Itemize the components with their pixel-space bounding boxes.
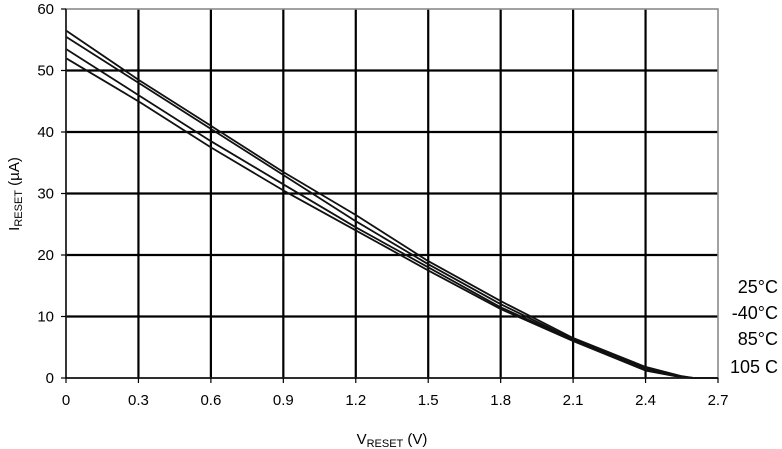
series-line-4 [65,57,718,379]
series-label-85c: 85°C [738,329,778,349]
x-tick-label: 2.7 [708,392,729,409]
x-tick-label: 1.8 [490,392,511,409]
series-line-1 [65,29,718,379]
series-label-25c: 25°C [738,277,778,297]
y-tick-label: 40 [37,124,54,141]
y-tick-label: 0 [46,370,54,387]
x-axis-label: VRESET (V) [357,431,428,449]
y-tick-label: 10 [37,309,54,326]
y-tick-label: 30 [37,186,54,203]
x-tick-label: 0.3 [128,392,149,409]
y-tick-label: 50 [37,63,54,80]
x-axis-ticks: 0 0.3 0.6 0.9 1.2 1.5 1.8 2.1 2.4 2.7 [62,378,729,409]
x-tick-label: 2.1 [563,392,584,409]
x-tick-label: 1.2 [345,392,366,409]
x-tick-label: 0.9 [273,392,294,409]
x-tick-label: 2.4 [635,392,656,409]
series-label-minus40c: -40°C [732,303,778,323]
x-tick-label: 0 [62,392,70,409]
y-axis-label: IRESET (µA) [6,157,25,231]
series-line-2 [65,35,718,379]
x-tick-label: 0.6 [200,392,221,409]
series-label-105c: 105 C [730,357,778,377]
y-tick-label: 60 [37,1,54,18]
y-tick-label: 20 [37,247,54,264]
series-lines [65,29,718,379]
grid [66,9,718,378]
series-labels: 25°C -40°C 85°C 105 C [730,277,778,377]
x-tick-label: 1.5 [418,392,439,409]
y-axis-ticks: 0 10 20 30 40 50 60 [37,1,66,387]
